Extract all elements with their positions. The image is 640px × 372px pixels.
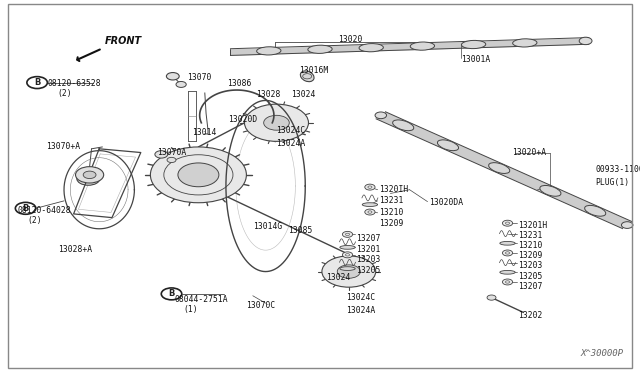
Text: 13024A: 13024A bbox=[346, 306, 375, 315]
Text: 13210: 13210 bbox=[518, 241, 543, 250]
Circle shape bbox=[487, 295, 496, 300]
Text: 13231: 13231 bbox=[379, 196, 403, 205]
Circle shape bbox=[83, 176, 93, 182]
Circle shape bbox=[621, 222, 633, 228]
Ellipse shape bbox=[393, 120, 413, 131]
Circle shape bbox=[83, 171, 96, 179]
Circle shape bbox=[27, 77, 47, 89]
Text: 13086: 13086 bbox=[227, 79, 252, 88]
Text: 13024C: 13024C bbox=[346, 293, 375, 302]
Ellipse shape bbox=[489, 163, 509, 173]
Text: 13070C: 13070C bbox=[246, 301, 276, 310]
Ellipse shape bbox=[257, 47, 281, 55]
Text: 08120-63528: 08120-63528 bbox=[48, 79, 102, 88]
Circle shape bbox=[167, 157, 176, 163]
Text: X^30000P: X^30000P bbox=[581, 349, 624, 358]
Circle shape bbox=[342, 252, 353, 258]
Text: 13201H: 13201H bbox=[518, 221, 548, 230]
Text: 08044-2751A: 08044-2751A bbox=[174, 295, 228, 304]
Ellipse shape bbox=[340, 267, 355, 270]
Text: 13202: 13202 bbox=[518, 311, 543, 320]
Circle shape bbox=[337, 265, 360, 278]
Circle shape bbox=[502, 279, 513, 285]
Text: 13209: 13209 bbox=[379, 219, 403, 228]
Text: 13020: 13020 bbox=[339, 35, 363, 44]
Circle shape bbox=[322, 256, 376, 287]
Circle shape bbox=[579, 37, 592, 45]
Text: 08120-64028: 08120-64028 bbox=[17, 206, 71, 215]
Text: (2): (2) bbox=[58, 89, 72, 98]
Text: 13207: 13207 bbox=[518, 282, 543, 291]
Text: 13203: 13203 bbox=[356, 255, 380, 264]
Text: 13020+A: 13020+A bbox=[512, 148, 546, 157]
Text: 1320IH: 1320IH bbox=[379, 185, 408, 194]
Text: 13020D: 13020D bbox=[228, 115, 258, 124]
Ellipse shape bbox=[438, 140, 458, 151]
Circle shape bbox=[77, 172, 100, 185]
Text: 13024A: 13024A bbox=[276, 139, 306, 148]
Text: 13001A: 13001A bbox=[461, 55, 490, 64]
Circle shape bbox=[264, 115, 289, 130]
Text: 13070: 13070 bbox=[188, 73, 212, 81]
Text: (2): (2) bbox=[27, 216, 42, 225]
Text: 13020DA: 13020DA bbox=[429, 198, 463, 207]
Ellipse shape bbox=[500, 241, 515, 245]
Ellipse shape bbox=[300, 71, 314, 82]
Text: 13024C: 13024C bbox=[276, 126, 306, 135]
Text: 13028: 13028 bbox=[256, 90, 280, 99]
Text: 13203: 13203 bbox=[518, 262, 543, 270]
Text: (1): (1) bbox=[184, 305, 198, 314]
Polygon shape bbox=[376, 112, 632, 229]
Ellipse shape bbox=[308, 45, 332, 54]
Text: 13014: 13014 bbox=[192, 128, 216, 137]
Text: 00933-11000: 00933-11000 bbox=[595, 165, 640, 174]
Text: 13207: 13207 bbox=[356, 234, 380, 243]
Circle shape bbox=[342, 231, 353, 237]
Text: B: B bbox=[34, 78, 40, 87]
Text: 13205: 13205 bbox=[518, 272, 543, 280]
Text: 13014G: 13014G bbox=[253, 222, 282, 231]
Ellipse shape bbox=[461, 41, 486, 49]
Text: 13070+A: 13070+A bbox=[46, 142, 80, 151]
Text: 13024: 13024 bbox=[326, 273, 351, 282]
Circle shape bbox=[375, 112, 387, 119]
Circle shape bbox=[365, 209, 375, 215]
Text: 13016M: 13016M bbox=[300, 66, 329, 75]
Text: 13028+A: 13028+A bbox=[58, 245, 92, 254]
Circle shape bbox=[161, 288, 182, 300]
Ellipse shape bbox=[362, 203, 378, 206]
Ellipse shape bbox=[359, 44, 383, 52]
Text: B: B bbox=[168, 289, 175, 298]
Ellipse shape bbox=[500, 270, 515, 274]
Circle shape bbox=[176, 81, 186, 87]
Text: 13209: 13209 bbox=[518, 251, 543, 260]
Text: 13024: 13024 bbox=[291, 90, 316, 99]
Ellipse shape bbox=[585, 205, 605, 216]
Circle shape bbox=[155, 151, 168, 158]
Circle shape bbox=[244, 104, 308, 141]
Ellipse shape bbox=[540, 186, 561, 196]
Circle shape bbox=[502, 250, 513, 256]
Text: FRONT: FRONT bbox=[104, 36, 141, 46]
Text: 13070A: 13070A bbox=[157, 148, 186, 157]
Text: 13085: 13085 bbox=[288, 226, 312, 235]
Text: 13210: 13210 bbox=[379, 208, 403, 217]
Text: 13201: 13201 bbox=[356, 245, 380, 254]
Circle shape bbox=[15, 202, 36, 214]
Circle shape bbox=[178, 163, 219, 187]
Ellipse shape bbox=[410, 42, 435, 50]
Circle shape bbox=[150, 147, 246, 203]
Text: B: B bbox=[22, 204, 29, 213]
Circle shape bbox=[502, 220, 513, 226]
Text: 13231: 13231 bbox=[518, 231, 543, 240]
Ellipse shape bbox=[340, 246, 355, 249]
Circle shape bbox=[166, 73, 179, 80]
Text: PLUG(1): PLUG(1) bbox=[595, 178, 629, 187]
Text: 13205: 13205 bbox=[356, 266, 380, 275]
Ellipse shape bbox=[513, 39, 537, 47]
Circle shape bbox=[365, 184, 375, 190]
Circle shape bbox=[76, 167, 104, 183]
